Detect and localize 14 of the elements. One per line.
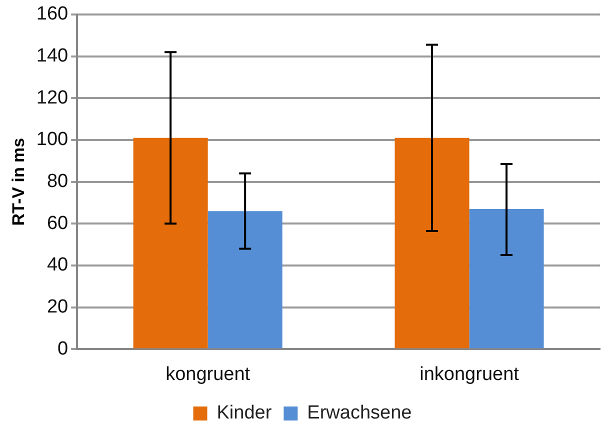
y-tick-label: 0 <box>58 338 68 360</box>
x-tick-label: inkongruent <box>420 364 520 385</box>
y-tick-label: 60 <box>46 212 68 234</box>
y-tick-label: 120 <box>36 87 68 108</box>
y-tick-label: 80 <box>46 171 68 192</box>
y-tick-label: 20 <box>46 296 68 318</box>
legend-label: Erwachsene <box>307 402 412 424</box>
y-tick-label: 40 <box>46 254 68 276</box>
x-tick-label: kongruent <box>166 364 251 385</box>
legend-label: Kinder <box>216 402 272 424</box>
y-tick-label: 100 <box>36 129 68 150</box>
y-tick-label: 160 <box>36 4 68 25</box>
y-tick-label: 140 <box>36 45 68 66</box>
y-axis-title: RT-V in ms <box>8 138 28 226</box>
